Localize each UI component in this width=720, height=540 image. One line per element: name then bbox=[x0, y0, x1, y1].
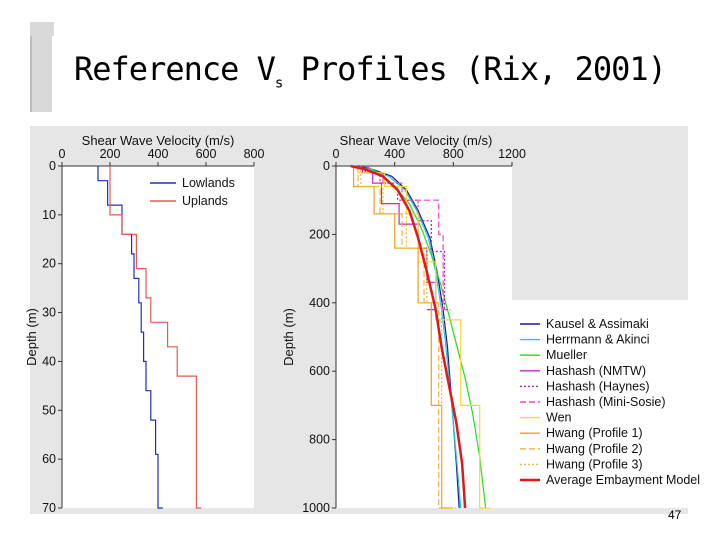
legend-label: Hashash (Haynes) bbox=[546, 379, 650, 393]
y-tick-label: 1000 bbox=[302, 501, 330, 515]
y-tick-label: 40 bbox=[42, 354, 56, 368]
legend-background bbox=[512, 300, 688, 508]
slide-title: Reference Vs Profiles (Rix, 2001) bbox=[74, 50, 667, 92]
x-axis-title: Shear Wave Velocity (m/s) bbox=[340, 133, 493, 148]
y-tick-label: 30 bbox=[42, 306, 56, 320]
slide-corner-decoration-top bbox=[30, 22, 54, 36]
x-axis-title: Shear Wave Velocity (m/s) bbox=[82, 133, 235, 148]
y-tick-label: 60 bbox=[42, 452, 56, 466]
series-line-uplands bbox=[109, 166, 202, 509]
y-axis-title: Depth (m) bbox=[24, 308, 39, 366]
legend-label: Wen bbox=[546, 411, 572, 425]
legend-label: Uplands bbox=[182, 194, 228, 208]
series-line-hashash-mini-sosie bbox=[367, 166, 448, 311]
page-number: 47 bbox=[668, 508, 682, 522]
y-tick-label: 70 bbox=[42, 501, 56, 515]
y-tick-label: 800 bbox=[309, 433, 330, 447]
legend-label: Hashash (Mini-Sosie) bbox=[546, 395, 665, 409]
x-tick-label: 800 bbox=[244, 147, 265, 161]
x-tick-label: 600 bbox=[196, 147, 217, 161]
y-tick-label: 0 bbox=[49, 159, 56, 173]
series-line-hashash-nmtw bbox=[361, 166, 437, 311]
series-line-hwang-profile-3 bbox=[360, 166, 457, 509]
y-tick-label: 50 bbox=[42, 403, 56, 417]
x-tick-label: 400 bbox=[148, 147, 169, 161]
y-tick-label: 200 bbox=[309, 227, 330, 241]
x-tick-label: 0 bbox=[59, 147, 66, 161]
legend-label: Hwang (Profile 2) bbox=[546, 442, 643, 456]
y-tick-label: 400 bbox=[309, 296, 330, 310]
series-line-lowlands bbox=[97, 166, 163, 509]
legend-label: Kausel & Assimaki bbox=[546, 317, 649, 331]
y-axis-title: Depth (m) bbox=[281, 308, 296, 366]
legend-label: Hashash (NMTW) bbox=[546, 364, 646, 378]
series-line-average-embayment-model bbox=[350, 164, 467, 509]
right-chart: Shear Wave Velocity (m/s) Depth (m) 0 400 80… bbox=[281, 133, 700, 515]
x-tick-label: 1200 bbox=[498, 147, 526, 161]
legend-label: Average Embayment Model bbox=[546, 473, 700, 487]
slide-corner-decoration bbox=[30, 22, 52, 112]
right-chart-background bbox=[336, 166, 512, 508]
series-line-hwang-profile-2 bbox=[357, 166, 454, 509]
x-tick-label: 800 bbox=[443, 147, 464, 161]
legend-label: Mueller bbox=[546, 348, 587, 362]
x-tick-label: 0 bbox=[333, 147, 340, 161]
legend-label: Hwang (Profile 3) bbox=[546, 457, 643, 471]
x-tick-label: 400 bbox=[384, 147, 405, 161]
legend-label: Lowlands bbox=[182, 176, 235, 190]
x-tick-label: 200 bbox=[100, 147, 121, 161]
left-chart-background bbox=[62, 166, 254, 508]
y-tick-label: 20 bbox=[42, 257, 56, 271]
y-tick-label: 0 bbox=[323, 159, 330, 173]
y-tick-label: 600 bbox=[309, 364, 330, 378]
legend-label: Herrmann & Akinci bbox=[546, 333, 650, 347]
left-chart: Shear Wave Velocity (m/s)Depth (m)0 200 40… bbox=[24, 133, 264, 515]
legend-label: Hwang (Profile 1) bbox=[546, 426, 643, 440]
y-tick-label: 10 bbox=[42, 208, 56, 222]
